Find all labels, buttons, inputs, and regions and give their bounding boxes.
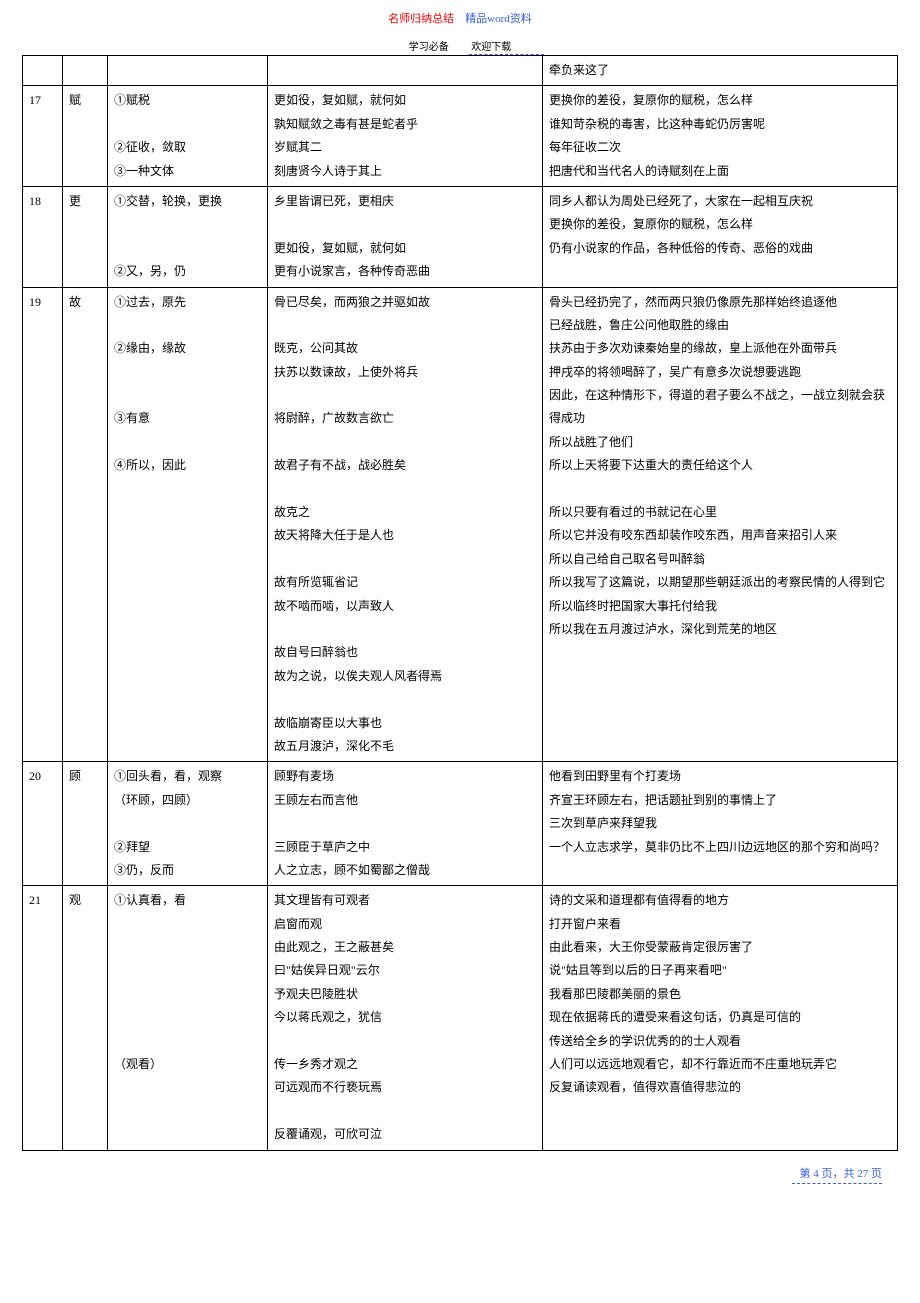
col-meaning: ①认真看，看（观看） <box>108 886 268 1150</box>
col-meaning <box>108 56 268 86</box>
col-example: 更如役，复如赋，就何如孰知赋敛之毒有甚是蛇者乎岁赋其二刻唐贤今人诗于其上 <box>268 86 543 187</box>
col-meaning: ①过去，原先②缘由，缘故③有意④所以，因此 <box>108 287 268 762</box>
table-row: 19故①过去，原先②缘由，缘故③有意④所以，因此骨已尽矣，而两狼之并驱如故既克，… <box>23 287 898 762</box>
col-example: 骨已尽矣，而两狼之并驱如故既克，公问其故扶苏以数谏故，上使外将兵将尉醉，广故数言… <box>268 287 543 762</box>
footer-text: 第 4 页，共 27 页 <box>800 1168 883 1180</box>
page-header-top: 名师归纳总结 精品word资料 <box>0 10 920 26</box>
footer-underline <box>792 1183 882 1184</box>
col-word: 顾 <box>63 762 108 886</box>
col-word: 故 <box>63 287 108 762</box>
col-num: 17 <box>23 86 63 187</box>
col-word: 更 <box>63 186 108 287</box>
table-row: 18更①交替，轮换，更换②又，另，仍乡里皆谓已死，更相庆更如役，复如赋，就何如更… <box>23 186 898 287</box>
col-translation: 更换你的差役，复原你的赋税，怎么样谁知苛杂税的毒害，比这种毒蛇仍厉害呢每年征收二… <box>543 86 898 187</box>
col-translation: 牵负来这了 <box>543 56 898 86</box>
header-sub-left: 学习必备 <box>409 42 449 53</box>
col-word: 观 <box>63 886 108 1150</box>
table-row: 牵负来这了 <box>23 56 898 86</box>
col-word <box>63 56 108 86</box>
header-blue-text: 精品word资料 <box>465 13 532 25</box>
col-num: 19 <box>23 287 63 762</box>
col-meaning: ①交替，轮换，更换②又，另，仍 <box>108 186 268 287</box>
col-translation: 他看到田野里有个打麦场齐宣王环顾左右，把话题扯到别的事情上了三次到草庐来拜望我一… <box>543 762 898 886</box>
col-num: 18 <box>23 186 63 287</box>
col-example: 顾野有麦场王顾左右而言他三顾臣于草庐之中人之立志，顾不如蜀鄙之僧哉 <box>268 762 543 886</box>
col-translation: 骨头已经扔完了，然而两只狼仍像原先那样始终追逐他已经战胜，鲁庄公问他取胜的缘由扶… <box>543 287 898 762</box>
col-num: 21 <box>23 886 63 1150</box>
col-translation: 同乡人都认为周处已经死了，大家在一起相互庆祝更换你的差役，复原你的赋税，怎么样仍… <box>543 186 898 287</box>
table-row: 20顾①回头看，看，观察（环顾，四顾）②拜望③仍，反而顾野有麦场王顾左右而言他三… <box>23 762 898 886</box>
page-header-sub: 学习必备 欢迎下载 <box>0 38 920 53</box>
col-translation: 诗的文采和道理都有值得看的地方打开窗户来看由此看来，大王你受蒙蔽肯定很厉害了说"… <box>543 886 898 1150</box>
col-example <box>268 56 543 86</box>
col-example: 其文理皆有可观者启窗而观由此观之，王之蔽甚矣曰"姑俟异日观"云尔予观夫巴陵胜状今… <box>268 886 543 1150</box>
col-num: 20 <box>23 762 63 886</box>
header-red-text: 名师归纳总结 <box>388 13 454 25</box>
header-sub-right: 欢迎下载 <box>471 42 511 53</box>
col-example: 乡里皆谓已死，更相庆更如役，复如赋，就何如更有小说家言，各种传奇恶曲 <box>268 186 543 287</box>
table-row: 21观①认真看，看（观看）其文理皆有可观者启窗而观由此观之，王之蔽甚矣曰"姑俟异… <box>23 886 898 1150</box>
page-footer: 第 4 页，共 27 页 <box>0 1165 920 1181</box>
table-row: 17赋①赋税②征收，敛取③一种文体更如役，复如赋，就何如孰知赋敛之毒有甚是蛇者乎… <box>23 86 898 187</box>
col-meaning: ①回头看，看，观察（环顾，四顾）②拜望③仍，反而 <box>108 762 268 886</box>
col-num <box>23 56 63 86</box>
header-underline <box>469 54 544 55</box>
vocab-table: 牵负来这了17赋①赋税②征收，敛取③一种文体更如役，复如赋，就何如孰知赋敛之毒有… <box>22 55 898 1151</box>
col-meaning: ①赋税②征收，敛取③一种文体 <box>108 86 268 187</box>
col-word: 赋 <box>63 86 108 187</box>
